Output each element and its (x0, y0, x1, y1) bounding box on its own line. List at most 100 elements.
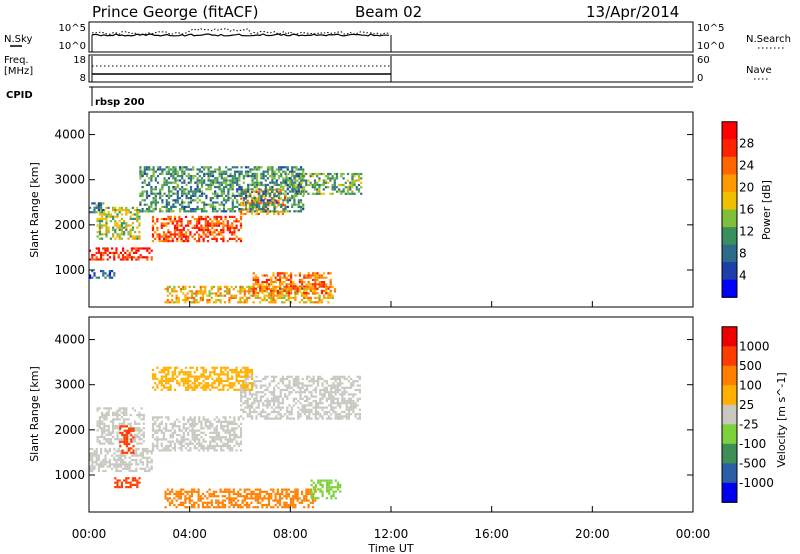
heatmap-cell (235, 235, 238, 238)
heatmap-cell (305, 296, 308, 299)
heatmap-cell (248, 391, 251, 394)
heatmap-cell (142, 440, 145, 443)
heatmap-cell (97, 463, 100, 466)
heatmap-cell (295, 397, 298, 400)
heatmap-cell (210, 501, 213, 504)
heatmap-cell (262, 408, 265, 411)
heatmap-cell (230, 499, 233, 502)
heatmap-cell (354, 402, 357, 405)
heatmap-cell (321, 393, 324, 396)
heatmap-cell (303, 288, 306, 291)
heatmap-cell (119, 452, 122, 455)
heatmap-cell (245, 495, 249, 498)
heatmap-cell (343, 386, 346, 389)
heatmap-cell (203, 208, 206, 211)
heatmap-cell (334, 397, 337, 400)
heatmap-cell (217, 388, 221, 391)
heatmap-cell (161, 168, 164, 171)
heatmap-cell (111, 463, 114, 466)
heatmap-cell (95, 204, 98, 207)
heatmap-cell (190, 495, 194, 498)
heatmap-cell (129, 483, 132, 486)
heatmap-cell (237, 379, 240, 383)
heatmap-cell (123, 233, 126, 236)
heatmap-cell (243, 497, 246, 500)
heatmap-cell (220, 231, 223, 234)
heatmap-cell (189, 208, 193, 211)
heatmap-cell (299, 175, 303, 178)
heatmap-cell (89, 211, 92, 214)
heatmap-cell (133, 458, 136, 462)
heatmap-cell (169, 233, 172, 236)
heatmap-cell (321, 479, 324, 482)
heatmap-cell (193, 501, 196, 504)
heatmap-cell (146, 256, 149, 259)
heatmap-cell (97, 249, 100, 252)
heatmap-cell (107, 424, 110, 428)
heatmap-cell (150, 458, 153, 462)
heatmap-cell (302, 175, 305, 178)
heatmap-cell (243, 299, 246, 302)
heatmap-cell (128, 251, 131, 254)
heatmap-cell (354, 413, 357, 416)
heatmap-cell (210, 499, 213, 502)
heatmap-cell (297, 399, 300, 403)
heatmap-cell (318, 294, 321, 297)
heatmap-cell (250, 285, 253, 288)
heatmap-cell (264, 201, 267, 205)
heatmap-cell (165, 373, 168, 376)
heatmap-cell (291, 194, 294, 197)
heatmap-cell (141, 186, 144, 189)
x-tick-label: 04:00 (172, 527, 207, 541)
heatmap-cell (271, 166, 274, 169)
heatmap-cell (233, 368, 236, 372)
heatmap-cell (251, 188, 254, 191)
heatmap-cell (118, 209, 121, 212)
heatmap-cell (260, 166, 263, 169)
heatmap-cell (197, 495, 200, 498)
heatmap-cell (273, 188, 276, 191)
heatmap-cell (345, 417, 348, 420)
heatmap-cell (254, 497, 257, 500)
heatmap-cell (319, 479, 322, 482)
heatmap-cell (141, 210, 144, 213)
heatmap-cell (96, 424, 99, 428)
heatmap-cell (161, 188, 164, 191)
heatmap-cell (113, 274, 116, 277)
heatmap-cell (211, 183, 215, 186)
heatmap-cell (273, 375, 276, 378)
heatmap-cell (141, 170, 144, 173)
heatmap-cell (151, 444, 155, 448)
heatmap-cell (346, 188, 350, 191)
heatmap-cell (286, 410, 289, 414)
heatmap-cell (295, 384, 298, 387)
heatmap-cell (305, 290, 308, 293)
heatmap-cell (114, 411, 117, 414)
heatmap-cell (257, 276, 260, 279)
heatmap-cell (129, 413, 132, 417)
heatmap-cell (98, 224, 101, 227)
heatmap-cell (117, 454, 120, 457)
heatmap-cell (145, 203, 149, 206)
heatmap-cell (120, 206, 123, 209)
heatmap-cell (193, 296, 196, 299)
heatmap-cell (206, 235, 210, 238)
heatmap-cell (358, 397, 361, 400)
heatmap-cell (254, 294, 257, 297)
heatmap-cell (138, 481, 141, 484)
heatmap-cell (253, 203, 256, 206)
heatmap-cell (123, 411, 126, 414)
heatmap-cell (184, 299, 187, 302)
heatmap-cell (301, 406, 304, 409)
heatmap-cell (136, 429, 139, 432)
heatmap-cell (310, 483, 313, 487)
heatmap-cell (253, 168, 256, 171)
heatmap-cell (228, 501, 231, 504)
heatmap-cell (297, 190, 300, 193)
heatmap-cell (123, 451, 126, 454)
heatmap-cell (215, 499, 218, 502)
heatmap-cell (319, 397, 322, 400)
heatmap-cell (283, 501, 286, 504)
heatmap-cell (261, 289, 264, 292)
heatmap-cell (265, 497, 268, 500)
